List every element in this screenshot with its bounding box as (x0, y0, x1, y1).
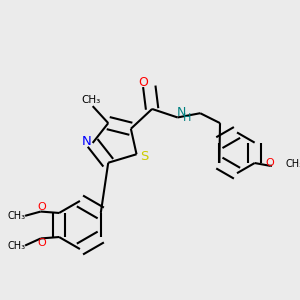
Text: CH₃: CH₃ (8, 241, 26, 250)
Text: CH₃: CH₃ (8, 211, 26, 221)
Text: S: S (140, 150, 148, 163)
Text: O: O (38, 202, 46, 212)
Text: H: H (183, 113, 192, 123)
Text: O: O (138, 76, 148, 89)
Text: O: O (38, 238, 46, 248)
Text: N: N (176, 106, 186, 119)
Text: CH₃: CH₃ (82, 95, 101, 105)
Text: N: N (82, 135, 91, 148)
Text: CH₃: CH₃ (285, 159, 300, 170)
Text: O: O (266, 158, 274, 168)
